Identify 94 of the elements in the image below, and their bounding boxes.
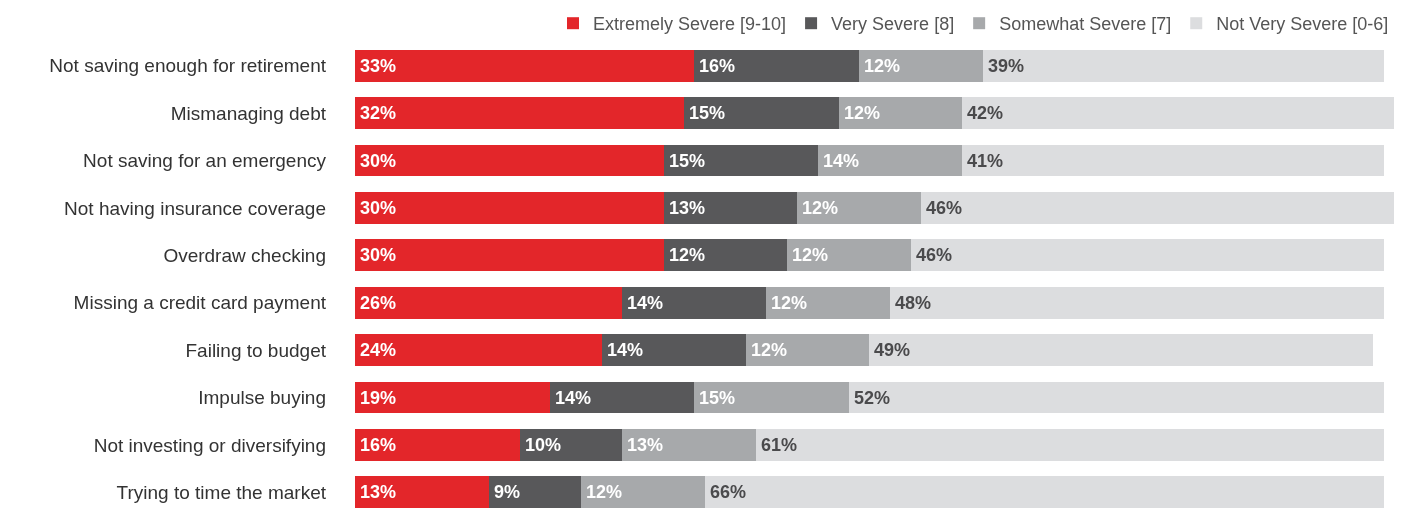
bar <box>355 381 551 414</box>
data-label: 66% <box>710 482 747 502</box>
y-tick-label: Trying to time the market <box>116 481 327 503</box>
bar <box>622 429 757 461</box>
data-label: 30% <box>360 245 397 265</box>
data-label: 26% <box>360 293 397 313</box>
y-tick-label: Failing to budget <box>185 339 327 361</box>
data-label: 46% <box>916 245 953 265</box>
data-label: 16% <box>360 435 397 455</box>
bar <box>355 49 695 82</box>
bar <box>787 239 911 272</box>
bar <box>766 286 890 319</box>
bar <box>355 476 489 509</box>
bar <box>355 286 623 319</box>
data-label: 12% <box>844 103 881 123</box>
data-label: 12% <box>586 482 623 502</box>
legend-label: Not Very Severe [0-6] <box>1216 14 1389 35</box>
y-tick-label: Not investing or diversifying <box>93 434 326 456</box>
bar <box>355 97 685 129</box>
bar <box>488 476 582 509</box>
data-label: 15% <box>669 151 706 171</box>
bar <box>581 476 705 509</box>
bar <box>684 97 839 129</box>
data-label: 46% <box>926 198 963 218</box>
y-tick-label: Not saving for an emergency <box>83 150 327 172</box>
legend-label: Very Severe [8] <box>831 14 955 35</box>
data-label: 30% <box>360 198 397 218</box>
bar <box>961 144 1384 177</box>
bar <box>817 144 962 177</box>
data-label: 49% <box>874 340 911 360</box>
data-label: 19% <box>360 388 397 408</box>
bar <box>355 192 664 224</box>
y-tick-label: Not saving enough for retirement <box>49 55 327 77</box>
data-label: 12% <box>751 340 788 360</box>
legend-label: Extremely Severe [9-10] <box>593 14 787 35</box>
bar <box>961 97 1394 129</box>
bar <box>694 381 849 414</box>
bar <box>797 192 921 224</box>
bar <box>704 476 1384 509</box>
y-tick-label: Impulse buying <box>198 387 326 409</box>
data-label: 12% <box>864 56 901 76</box>
data-label: 13% <box>627 435 664 455</box>
data-label: 39% <box>988 56 1025 76</box>
bar <box>982 49 1384 82</box>
bar <box>355 144 664 177</box>
data-label: 14% <box>823 151 860 171</box>
bar <box>601 334 746 366</box>
bar <box>838 97 962 129</box>
bar <box>663 144 818 177</box>
y-tick-label: Overdraw checking <box>163 244 326 266</box>
bar <box>756 429 1384 461</box>
data-label: 16% <box>699 56 736 76</box>
data-label: 14% <box>555 388 592 408</box>
data-label: 14% <box>607 340 644 360</box>
data-label: 10% <box>525 435 562 455</box>
data-label: 24% <box>360 340 397 360</box>
bar <box>859 49 983 82</box>
data-label: 12% <box>792 245 829 265</box>
bar <box>910 239 1384 272</box>
data-label: 30% <box>360 151 397 171</box>
bar <box>519 429 623 461</box>
bar <box>663 192 798 224</box>
data-label: 12% <box>802 198 839 218</box>
bar <box>694 49 860 82</box>
bar <box>355 334 602 366</box>
bar <box>355 429 520 461</box>
bar <box>889 286 1384 319</box>
bar <box>622 286 767 319</box>
y-tick-label: Mismanaging debt <box>170 102 327 124</box>
data-label: 32% <box>360 103 397 123</box>
data-label: 15% <box>689 103 726 123</box>
data-label: 48% <box>895 293 932 313</box>
data-label: 12% <box>669 245 706 265</box>
data-label: 33% <box>360 56 397 76</box>
legend-label: Somewhat Severe [7] <box>999 14 1172 35</box>
bar <box>663 239 788 272</box>
data-label: 52% <box>854 388 891 408</box>
bar <box>848 381 1384 414</box>
data-label: 15% <box>699 388 736 408</box>
data-label: 42% <box>967 103 1004 123</box>
data-label: 41% <box>967 151 1004 171</box>
data-label: 14% <box>627 293 664 313</box>
data-label: 13% <box>669 198 706 218</box>
data-label: 61% <box>761 435 798 455</box>
data-label: 13% <box>360 482 397 502</box>
data-label: 12% <box>771 293 808 313</box>
bar <box>355 239 664 272</box>
bar <box>920 192 1394 224</box>
data-label: 9% <box>494 482 521 502</box>
y-tick-label: Missing a credit card payment <box>73 292 327 314</box>
bar <box>745 334 870 366</box>
y-tick-label: Not having insurance coverage <box>64 197 326 219</box>
bar <box>550 381 695 414</box>
bar <box>869 334 1374 366</box>
